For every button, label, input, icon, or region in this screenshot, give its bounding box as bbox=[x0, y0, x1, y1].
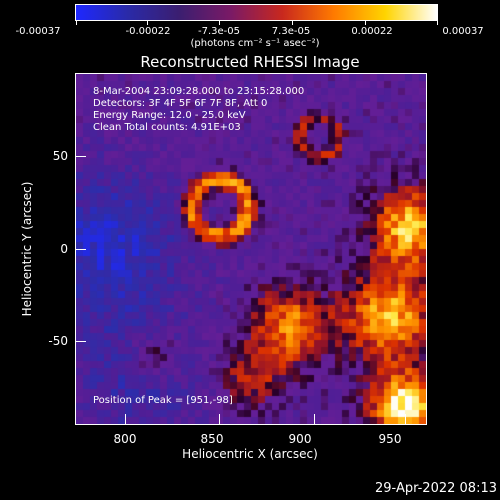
plot-title: Reconstructed RHESSI Image bbox=[140, 53, 360, 71]
heatmap-image bbox=[76, 74, 426, 424]
y-tick bbox=[76, 341, 86, 342]
y-tick bbox=[76, 249, 86, 250]
colorbar bbox=[75, 4, 438, 21]
x-tick-label: 850 bbox=[200, 432, 224, 446]
info-total-counts: Clean Total counts: 4.91E+03 bbox=[93, 122, 241, 133]
x-tick bbox=[405, 414, 406, 424]
generation-timestamp: 29-Apr-2022 08:13 bbox=[375, 481, 497, 496]
colorbar-tick-label: -7.3e-05 bbox=[198, 26, 240, 37]
colorbar-tick-label: -0.00022 bbox=[125, 26, 171, 37]
colorbar-units: (photons cm⁻² s⁻¹ asec⁻²) bbox=[190, 38, 320, 49]
y-tick bbox=[76, 156, 86, 157]
x-tick bbox=[314, 414, 315, 424]
x-tick bbox=[219, 414, 220, 424]
x-axis-title: Heliocentric X (arcsec) bbox=[182, 447, 318, 461]
peak-position-label: Position of Peak = [951,-98] bbox=[93, 395, 233, 406]
info-energy-range: Energy Range: 12.0 - 25.0 keV bbox=[93, 110, 246, 121]
plot-area: 8-Mar-2004 23:09:28.000 to 23:15:28.000 … bbox=[75, 73, 427, 425]
x-tick-label: 950 bbox=[378, 432, 402, 446]
y-tick-label: 50 bbox=[52, 149, 68, 163]
x-tick bbox=[125, 414, 126, 424]
colorbar-tick bbox=[292, 20, 293, 25]
y-tick-label: 0 bbox=[60, 242, 68, 256]
colorbar-tick-label: 7.3e-05 bbox=[271, 26, 311, 37]
x-tick-label: 900 bbox=[288, 432, 312, 446]
colorbar-tick bbox=[147, 20, 148, 25]
colorbar-tick-label: 0.00022 bbox=[351, 26, 393, 37]
x-tick-label: 800 bbox=[113, 432, 137, 446]
colorbar-tick-label: 0.00037 bbox=[442, 26, 484, 37]
colorbar-tick bbox=[219, 20, 220, 25]
colorbar-tick bbox=[437, 20, 438, 25]
colorbar-tick bbox=[365, 20, 366, 25]
info-detectors: Detectors: 3F 4F 5F 6F 7F 8F, Att 0 bbox=[93, 98, 268, 109]
y-tick-label: -50 bbox=[48, 334, 68, 348]
colorbar-tick bbox=[76, 20, 77, 25]
colorbar-tick-label: -0.00037 bbox=[15, 26, 61, 37]
info-time-range: 8-Mar-2004 23:09:28.000 to 23:15:28.000 bbox=[93, 86, 305, 97]
y-axis-title: Heliocentric Y (arcsec) bbox=[20, 181, 34, 317]
